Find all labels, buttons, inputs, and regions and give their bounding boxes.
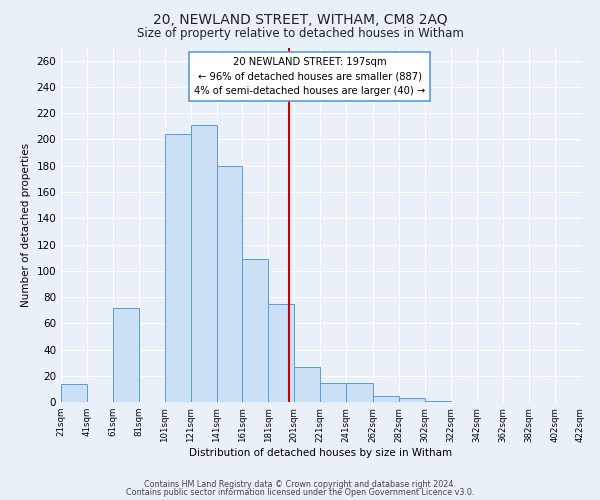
Bar xyxy=(294,366,320,402)
Bar xyxy=(346,382,373,402)
Bar xyxy=(191,125,217,402)
Bar xyxy=(61,384,87,402)
X-axis label: Distribution of detached houses by size in Witham: Distribution of detached houses by size … xyxy=(189,448,452,458)
Bar xyxy=(320,382,346,402)
Bar xyxy=(165,134,191,402)
Bar xyxy=(425,401,451,402)
Y-axis label: Number of detached properties: Number of detached properties xyxy=(21,143,31,307)
Text: Size of property relative to detached houses in Witham: Size of property relative to detached ho… xyxy=(137,28,463,40)
Bar xyxy=(373,396,399,402)
Text: Contains public sector information licensed under the Open Government Licence v3: Contains public sector information licen… xyxy=(126,488,474,497)
Bar xyxy=(268,304,294,402)
Text: Contains HM Land Registry data © Crown copyright and database right 2024.: Contains HM Land Registry data © Crown c… xyxy=(144,480,456,489)
Bar xyxy=(113,308,139,402)
Text: 20, NEWLAND STREET, WITHAM, CM8 2AQ: 20, NEWLAND STREET, WITHAM, CM8 2AQ xyxy=(152,12,448,26)
Bar xyxy=(399,398,425,402)
Bar xyxy=(242,259,268,402)
Bar xyxy=(217,166,242,402)
Text: 20 NEWLAND STREET: 197sqm
← 96% of detached houses are smaller (887)
4% of semi-: 20 NEWLAND STREET: 197sqm ← 96% of detac… xyxy=(194,56,425,96)
